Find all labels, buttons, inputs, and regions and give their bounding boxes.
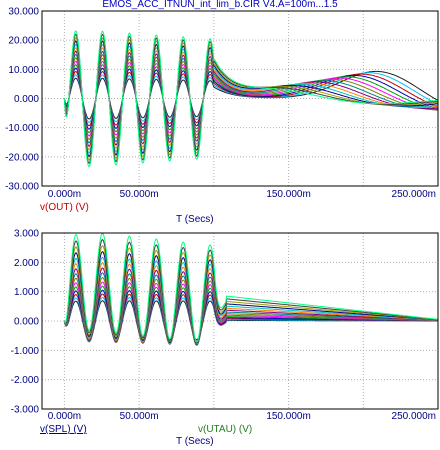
series-line (63, 245, 439, 345)
y-tick-label: 0.000 (14, 94, 39, 105)
series-line (63, 256, 438, 346)
series-line (63, 30, 439, 168)
top-x-tick-labels: 0.000m 50.000m 150.000m 250.000m (48, 189, 436, 200)
series-line (63, 276, 438, 346)
series-line (63, 272, 438, 346)
x-tick-label: 150.000m (266, 411, 310, 422)
window-title: EMOS_ACC_ITNUN_int_lim_b.CIR V4.A=100m..… (102, 0, 338, 10)
y-tick-label: 3.000 (14, 229, 39, 240)
series-line (63, 238, 438, 344)
bottom-chart: -3.000 -2.000 -1.000 0.000 1.000 2.000 3.000 0… (11, 229, 439, 447)
top-series-group (63, 30, 439, 168)
x-tick-label: 0.000m (48, 411, 81, 422)
top-y-tick-labels: -30.000 -20.000 -10.000 0.000 10.000 20.000 30… (5, 7, 39, 193)
top-x-axis-label: T (Secs) (176, 214, 214, 225)
bottom-plot-frame (41, 232, 439, 410)
series-line (63, 267, 438, 346)
x-tick-label: 50.000m (120, 189, 159, 200)
x-tick-label: 250.000m (392, 189, 436, 200)
top-chart: -30.000 -20.000 -10.000 0.000 10.000 20.000 30… (5, 7, 439, 225)
x-tick-label: 250.000m (392, 411, 436, 422)
x-tick-label: 150.000m (266, 189, 310, 200)
series-line (63, 250, 439, 346)
bottom-series-group (63, 232, 439, 346)
series-line (63, 232, 439, 343)
series-line (63, 262, 439, 346)
y-tick-label: -2.000 (11, 375, 40, 386)
y-tick-label: 20.000 (8, 36, 39, 47)
y-tick-label: 10.000 (8, 65, 39, 76)
y-tick-label: 2.000 (14, 258, 39, 269)
y-tick-label: -30.000 (5, 182, 39, 193)
y-tick-label: -20.000 (5, 152, 39, 163)
y-tick-label: -10.000 (5, 123, 39, 134)
top-plot-frame (41, 10, 439, 187)
y-tick-label: 1.000 (14, 287, 39, 298)
x-tick-label: 0.000m (48, 189, 81, 200)
bottom-x-tick-labels: 0.000m 50.000m 150.000m 250.000m (48, 411, 436, 422)
bottom-trace-label-utau[interactable]: v(UTAU) (V) (198, 424, 252, 435)
bottom-x-axis-label: T (Secs) (176, 436, 214, 447)
bottom-trace-label-spl[interactable]: v(SPL) (V) (40, 424, 87, 435)
bottom-y-tick-labels: -3.000 -2.000 -1.000 0.000 1.000 2.000 3.000 (11, 229, 40, 416)
y-tick-label: 30.000 (8, 7, 39, 18)
y-tick-label: -1.000 (11, 346, 40, 357)
y-tick-label: 0.000 (14, 317, 39, 328)
y-tick-label: -3.000 (11, 405, 40, 416)
top-trace-label-out[interactable]: v(OUT) (V) (40, 202, 89, 213)
x-tick-label: 50.000m (120, 411, 159, 422)
